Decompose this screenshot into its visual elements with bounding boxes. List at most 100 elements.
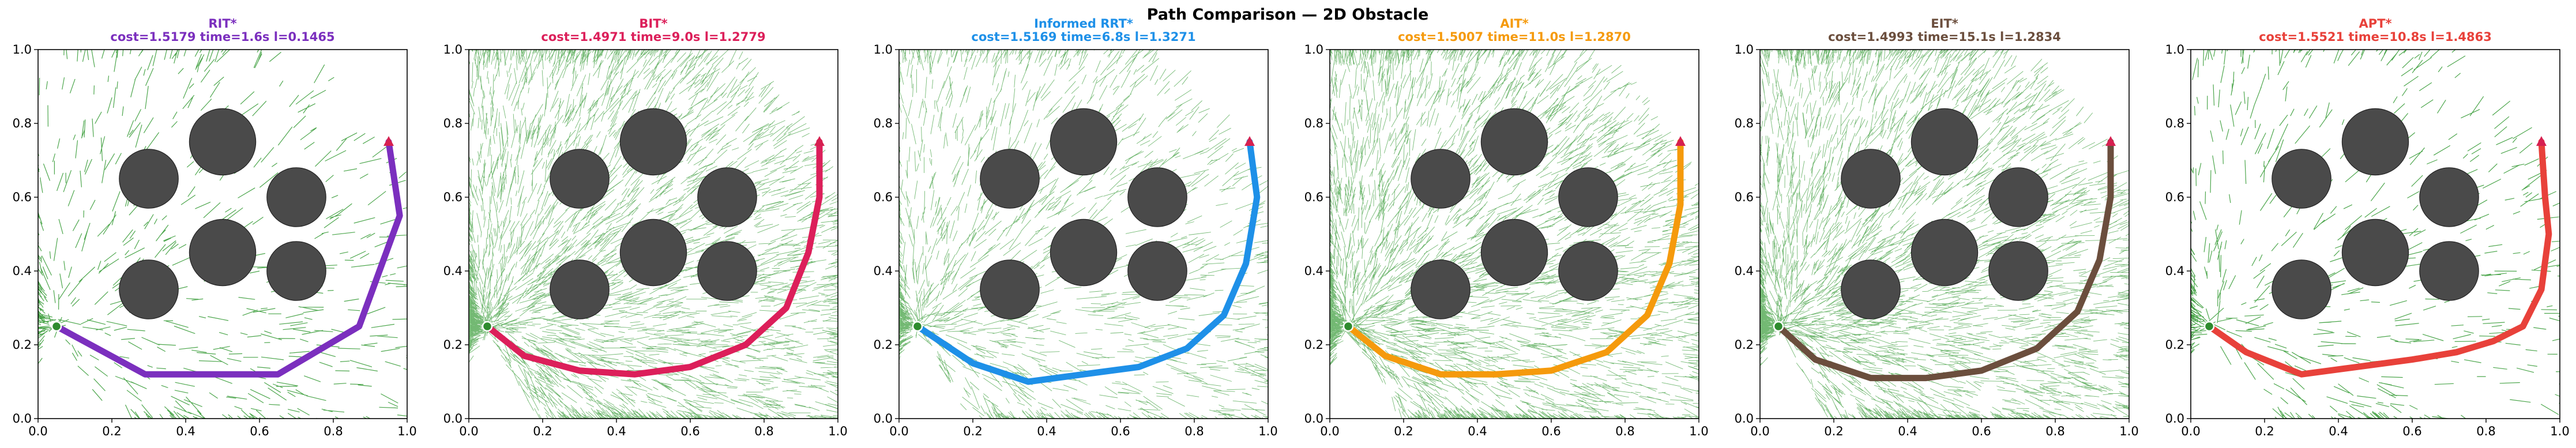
panel-subtitle: cost=1.5179 time=1.6s l=0.1465: [110, 30, 334, 44]
y-tick-label: 0.4: [1735, 264, 1754, 278]
start-marker: [2203, 321, 2215, 332]
start-marker: [912, 321, 923, 332]
y-tick-label: 0.6: [443, 190, 462, 204]
x-tick-label: 0.2: [1394, 424, 1413, 438]
y-tick-label: 1.0: [443, 43, 462, 57]
x-tick-label: 0.8: [754, 424, 773, 438]
x-tick-label: 0.4: [176, 424, 195, 438]
panel-title: Informed RRT*: [1034, 17, 1133, 31]
x-tick-label: 0.4: [1037, 424, 1056, 438]
obstacle: [1127, 167, 1187, 227]
obstacle: [189, 219, 257, 287]
y-tick-label: 1.0: [1304, 43, 1323, 57]
obstacle: [697, 167, 757, 227]
y-tick-label: 0.0: [443, 412, 462, 426]
obstacle: [697, 241, 757, 301]
y-tick-label: 0.6: [2165, 190, 2184, 204]
x-tick-label: 0.0: [459, 424, 478, 438]
x-tick-label: 0.0: [2181, 424, 2200, 438]
figure-title: Path Comparison — 2D Obstacle: [1147, 6, 1429, 24]
y-tick-label: 0.0: [2165, 412, 2184, 426]
x-tick-label: 0.8: [2476, 424, 2495, 438]
x-tick-label: 0.6: [2402, 424, 2421, 438]
obstacle: [1911, 219, 1979, 287]
x-tick-label: 1.0: [397, 424, 416, 438]
y-tick-label: 0.8: [1735, 116, 1754, 130]
x-tick-label: 0.0: [889, 424, 908, 438]
x-tick-label: 0.2: [102, 424, 121, 438]
path-line: [53, 138, 403, 378]
obstacle: [619, 219, 687, 287]
panels: RIT*cost=1.5179 time=1.6s l=0.1465 0.0 0.2…: [13, 17, 2570, 438]
x-tick-label: 0.0: [1750, 424, 1769, 438]
y-tick-label: 0.4: [2165, 264, 2184, 278]
y-tick-label: 0.6: [1304, 190, 1323, 204]
y-tick-label: 0.8: [1304, 116, 1323, 130]
x-tick-label: 0.6: [1541, 424, 1560, 438]
panel-title: RIT*: [208, 17, 236, 31]
obstacle: [1411, 259, 1471, 319]
obstacle: [1988, 241, 2048, 301]
obstacle: [980, 259, 1040, 319]
obstacle: [550, 149, 610, 209]
obstacle: [2419, 241, 2479, 301]
panel-title: BIT*: [639, 17, 667, 31]
x-tick-label: 0.8: [324, 424, 343, 438]
x-tick-label: 0.8: [1184, 424, 1204, 438]
x-tick-label: 0.6: [250, 424, 269, 438]
x-tick-label: 0.2: [1824, 424, 1843, 438]
x-tick-label: 0.0: [28, 424, 47, 438]
y-tick-label: 0.8: [443, 116, 462, 130]
y-tick-label: 0.0: [874, 412, 893, 426]
obstacle: [2272, 259, 2331, 319]
y-tick-label: 0.2: [443, 338, 462, 352]
start-marker: [1342, 321, 1354, 332]
obstacle: [550, 259, 610, 319]
panel-subtitle: cost=1.4993 time=15.1s l=1.2834: [1828, 30, 2061, 44]
path-line: [2206, 138, 2552, 378]
path-line: [914, 138, 1261, 385]
axes-frame: [468, 49, 838, 419]
panel-subtitle: cost=1.4971 time=9.0s l=1.2779: [541, 30, 765, 44]
y-tick-label: 0.0: [1735, 412, 1754, 426]
obstacle: [980, 149, 1040, 209]
obstacle: [189, 108, 257, 176]
y-tick-label: 0.4: [874, 264, 893, 278]
axes-frame: [898, 49, 1269, 419]
panel-1: BIT*cost=1.4971 time=9.0s l=1.2779 0.0 0.2…: [443, 17, 848, 438]
y-tick-label: 0.4: [1304, 264, 1323, 278]
y-tick-label: 0.8: [13, 116, 32, 130]
obstacle: [1911, 108, 1979, 176]
goal-marker: [2105, 136, 2116, 146]
y-tick-label: 0.0: [1304, 412, 1323, 426]
y-tick-label: 0.4: [13, 264, 32, 278]
x-tick-label: 0.4: [1468, 424, 1487, 438]
goal-marker: [814, 136, 825, 146]
panel-title: AIT*: [1500, 17, 1528, 31]
x-tick-label: 1.0: [2550, 424, 2569, 438]
obstacle: [2341, 108, 2409, 176]
path-line: [484, 138, 823, 378]
y-tick-label: 0.0: [13, 412, 32, 426]
path-line: [1775, 138, 2114, 382]
obstacle: [1841, 259, 1901, 319]
obstacle: [1411, 149, 1471, 209]
obstacle: [1841, 149, 1901, 209]
obstacle: [2272, 149, 2331, 209]
path-line: [1345, 138, 1684, 378]
y-tick-label: 0.8: [2165, 116, 2184, 130]
obstacle: [619, 108, 687, 176]
y-tick-label: 0.2: [1304, 338, 1323, 352]
panel-subtitle: cost=1.5521 time=10.8s l=1.4863: [2259, 30, 2492, 44]
x-tick-label: 0.4: [2329, 424, 2348, 438]
obstacle: [1050, 219, 1118, 287]
x-tick-label: 0.2: [533, 424, 552, 438]
goal-marker: [2536, 136, 2547, 146]
panel-subtitle: cost=1.5169 time=6.8s l=1.3271: [971, 30, 1195, 44]
obstacle: [266, 167, 326, 227]
obstacle: [1558, 241, 1618, 301]
